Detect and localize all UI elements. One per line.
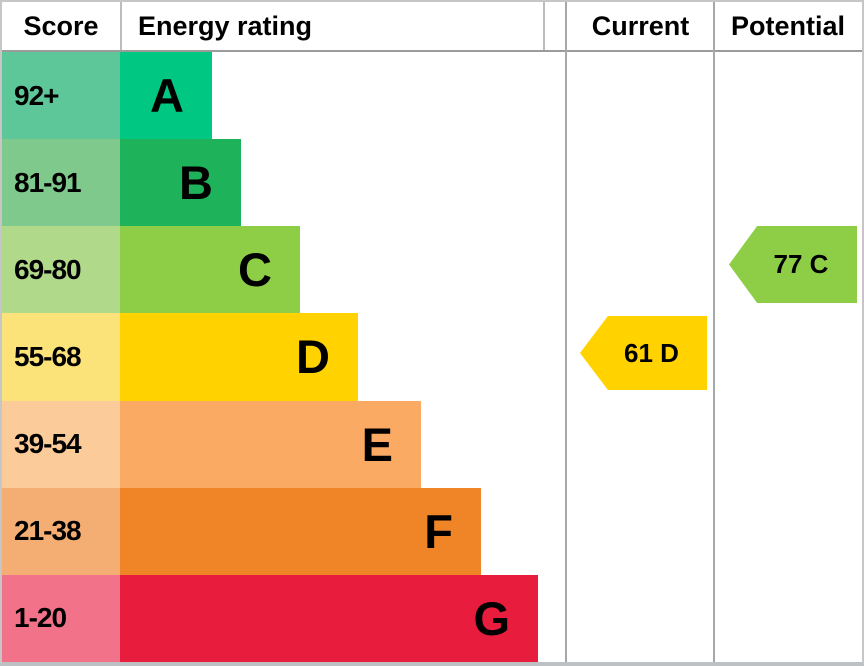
rating-bar-f: F	[120, 487, 481, 575]
column-header-energy-rating: Energy rating	[122, 2, 545, 50]
band-row-f: 21-38 F	[2, 487, 862, 575]
column-divider-current	[565, 2, 567, 662]
column-header-score: Score	[2, 2, 122, 50]
rating-bands: 92+ A 81-91 B 69-80 C 55-68 D 39-54 E 21…	[2, 52, 862, 662]
rating-bar-a: A	[120, 52, 212, 140]
current-rating-label: 61 D	[624, 337, 679, 368]
band-row-e: 39-54 E	[2, 400, 862, 488]
rating-bar-b: B	[120, 139, 241, 227]
table-header: Score Energy rating Current Potential	[2, 2, 862, 52]
score-range-d: 55-68	[2, 313, 120, 401]
column-divider-potential	[713, 2, 715, 662]
rating-bar-e: E	[120, 400, 421, 488]
score-range-b: 81-91	[2, 139, 120, 227]
band-row-g: 1-20 G	[2, 574, 862, 662]
band-row-d: 55-68 D	[2, 313, 862, 401]
band-row-c: 69-80 C	[2, 226, 862, 314]
score-range-e: 39-54	[2, 400, 120, 488]
rating-bar-d: D	[120, 313, 358, 401]
score-range-g: 1-20	[2, 574, 120, 662]
band-row-a: 92+ A	[2, 52, 862, 140]
score-range-a: 92+	[2, 52, 120, 140]
potential-rating-label: 77 C	[773, 249, 829, 279]
column-header-potential: Potential	[730, 10, 845, 41]
score-range-f: 21-38	[2, 487, 120, 575]
rating-bar-c: C	[120, 226, 300, 314]
column-header-current: Current	[591, 10, 690, 41]
current-rating-arrow: 61 D	[580, 316, 707, 390]
score-range-c: 69-80	[2, 226, 120, 314]
header-gap	[545, 2, 567, 50]
rating-bar-g: G	[120, 574, 538, 662]
band-row-b: 81-91 B	[2, 139, 862, 227]
potential-rating-arrow: 77 C	[729, 226, 857, 303]
